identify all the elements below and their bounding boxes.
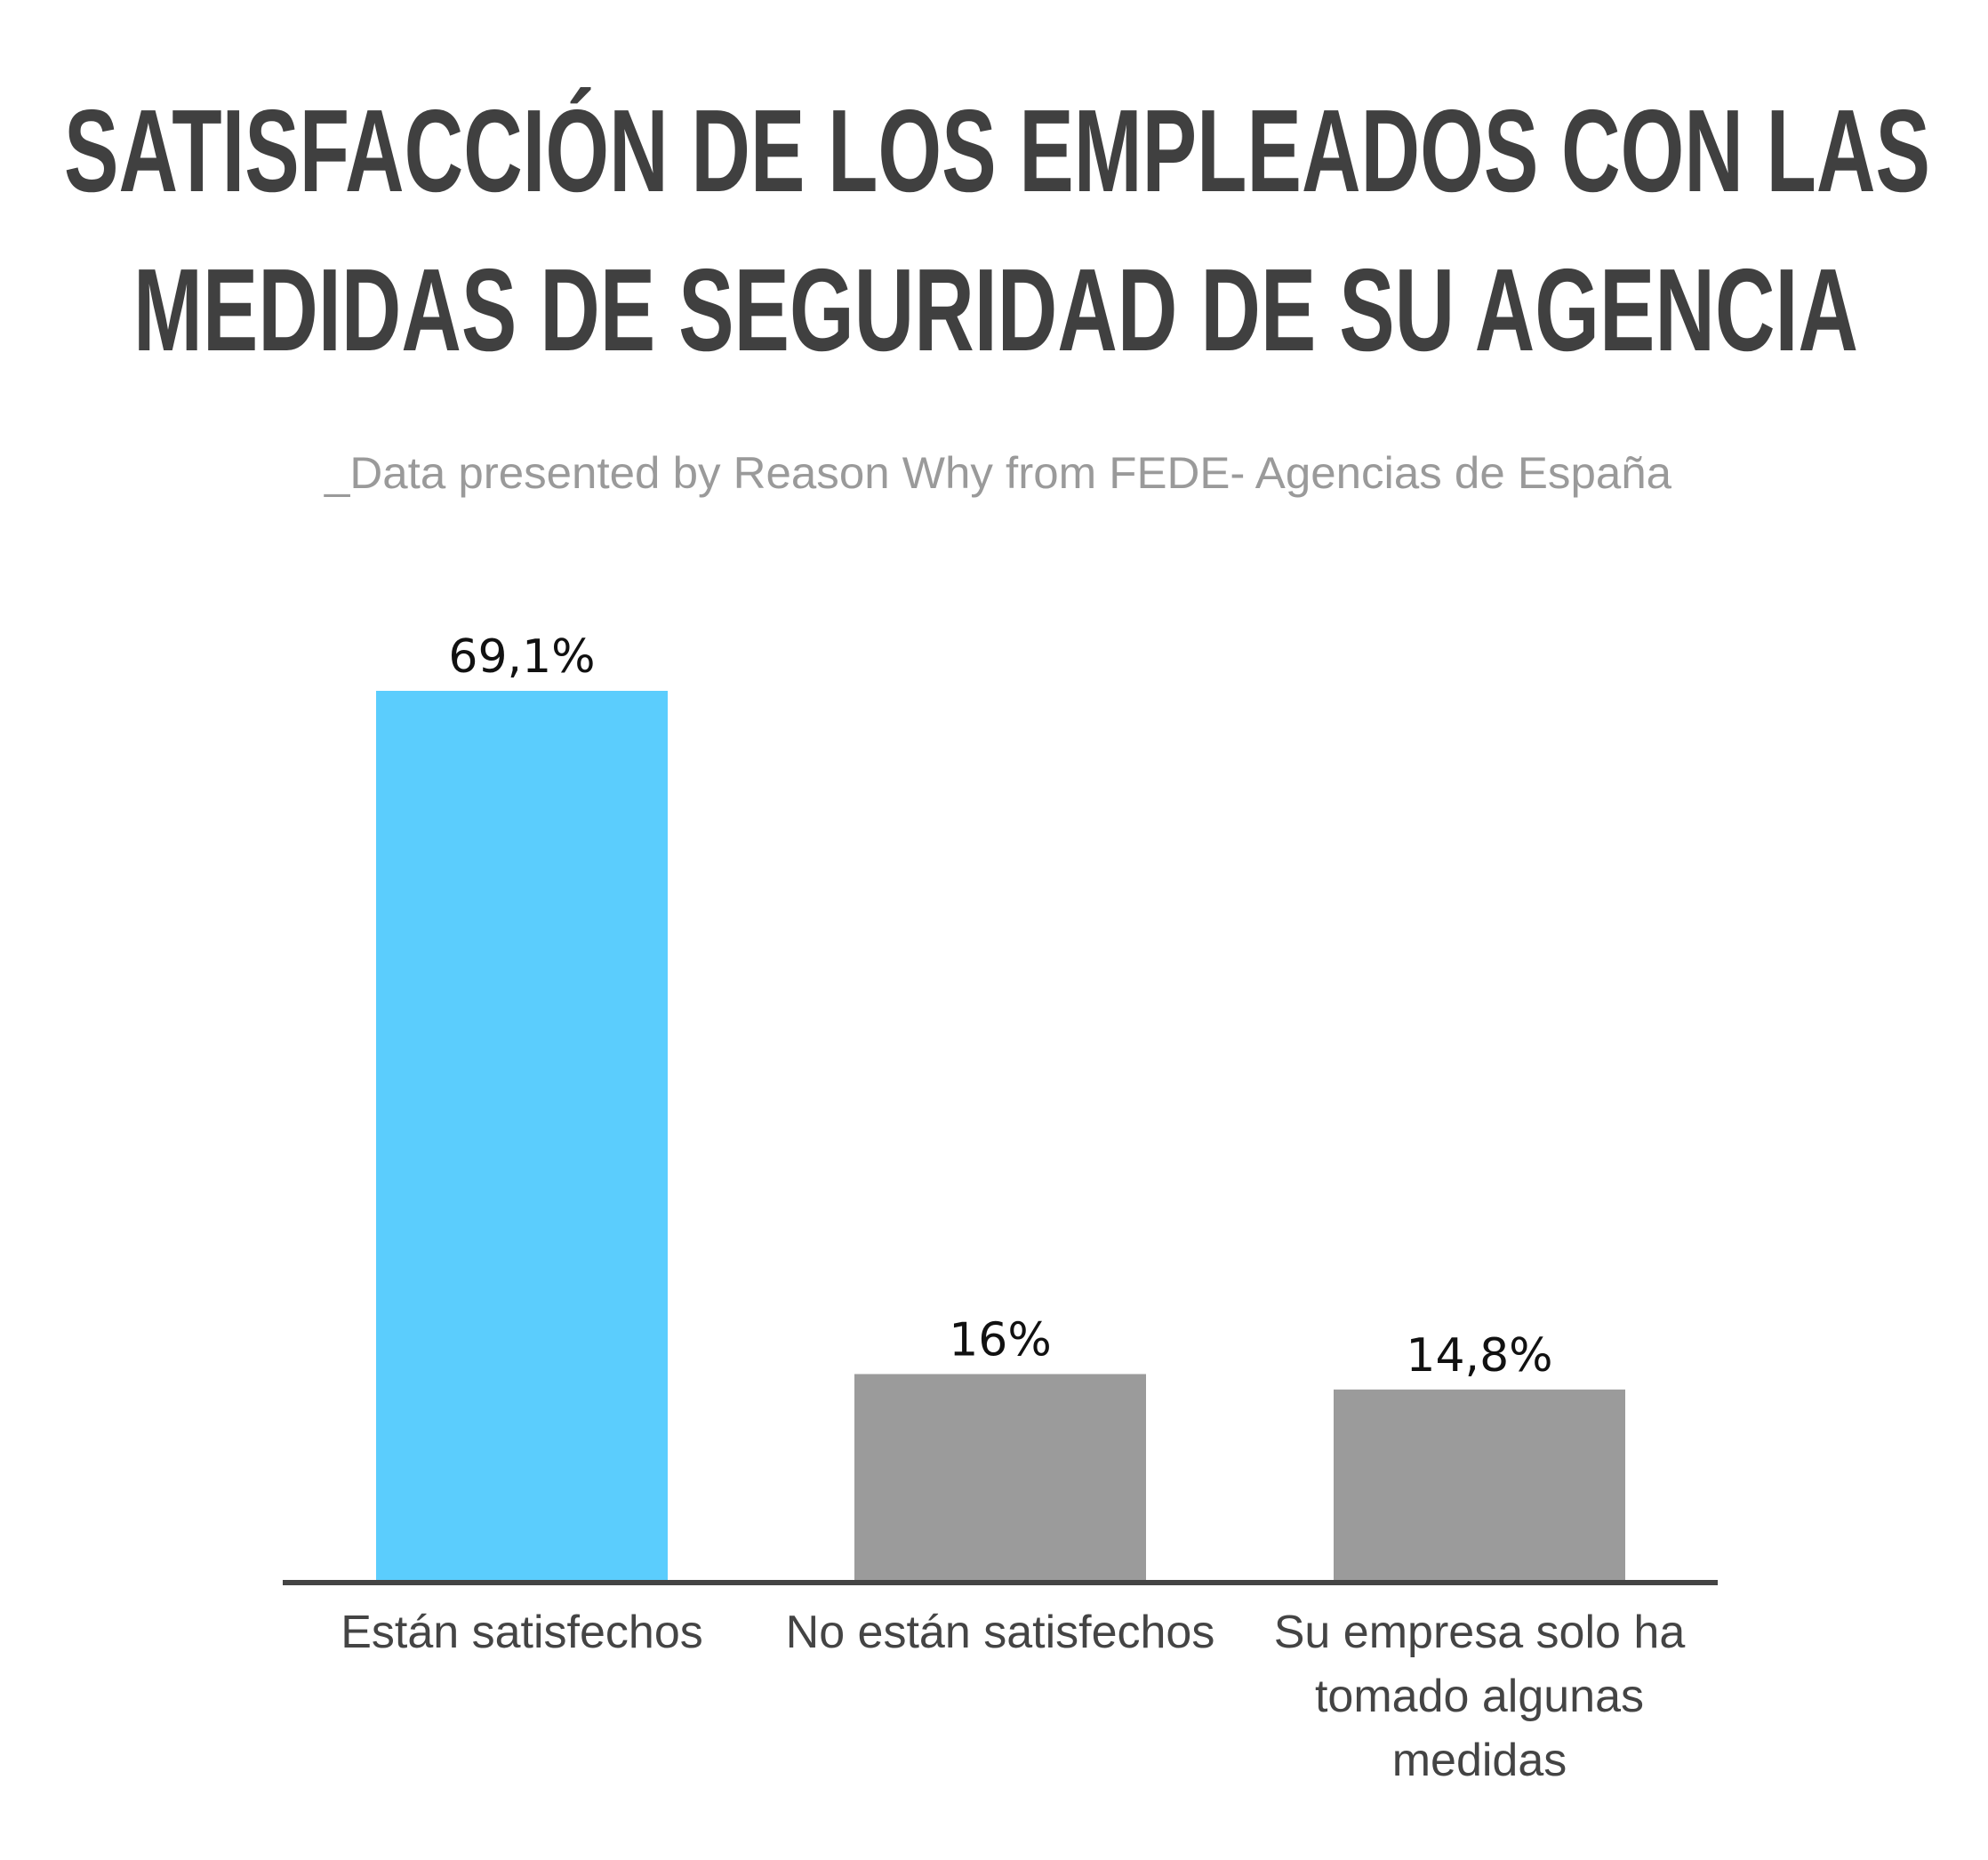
chart-title-line-2: MEDIDAS DE SEGURIDAD DE SU AGENCIA	[133, 245, 1858, 375]
data-label-3: 14,8%	[1406, 1329, 1552, 1383]
bar-2	[854, 1374, 1146, 1580]
category-label-1: Están satisfechos	[341, 1607, 703, 1658]
data-label-1: 69,1%	[448, 630, 595, 684]
category-label-3: tomado algunas	[1315, 1671, 1644, 1722]
chart-title-line-1: SATISFACCIÓN DE LOS EMPLEADOS CON LAS	[64, 85, 1930, 216]
category-label-3: Su empresa solo ha	[1274, 1607, 1686, 1658]
labels-group: 69,1% Están satisfechos 16% No están satisf…	[341, 630, 1685, 1786]
bar-1	[376, 691, 668, 1580]
category-label-3: medidas	[1392, 1735, 1567, 1786]
category-label-2: No están satisfechos	[786, 1607, 1215, 1658]
chart-subtitle: _Data presented by Reason Why from FEDE-…	[324, 448, 1671, 498]
data-label-2: 16%	[949, 1313, 1052, 1367]
bar-3	[1334, 1389, 1625, 1580]
bars-group	[376, 691, 1625, 1580]
